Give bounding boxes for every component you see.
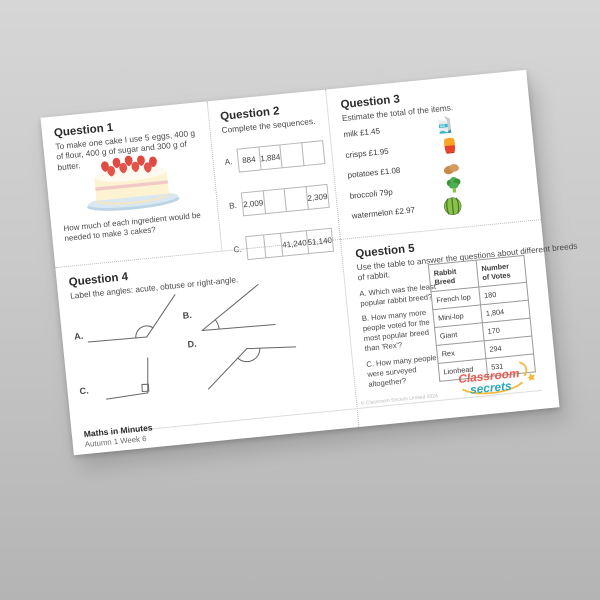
svg-text:D.: D. [187,338,197,349]
svg-text:A.: A. [74,330,84,341]
svg-text:B.: B. [182,309,192,320]
svg-text:C.: C. [79,385,89,396]
